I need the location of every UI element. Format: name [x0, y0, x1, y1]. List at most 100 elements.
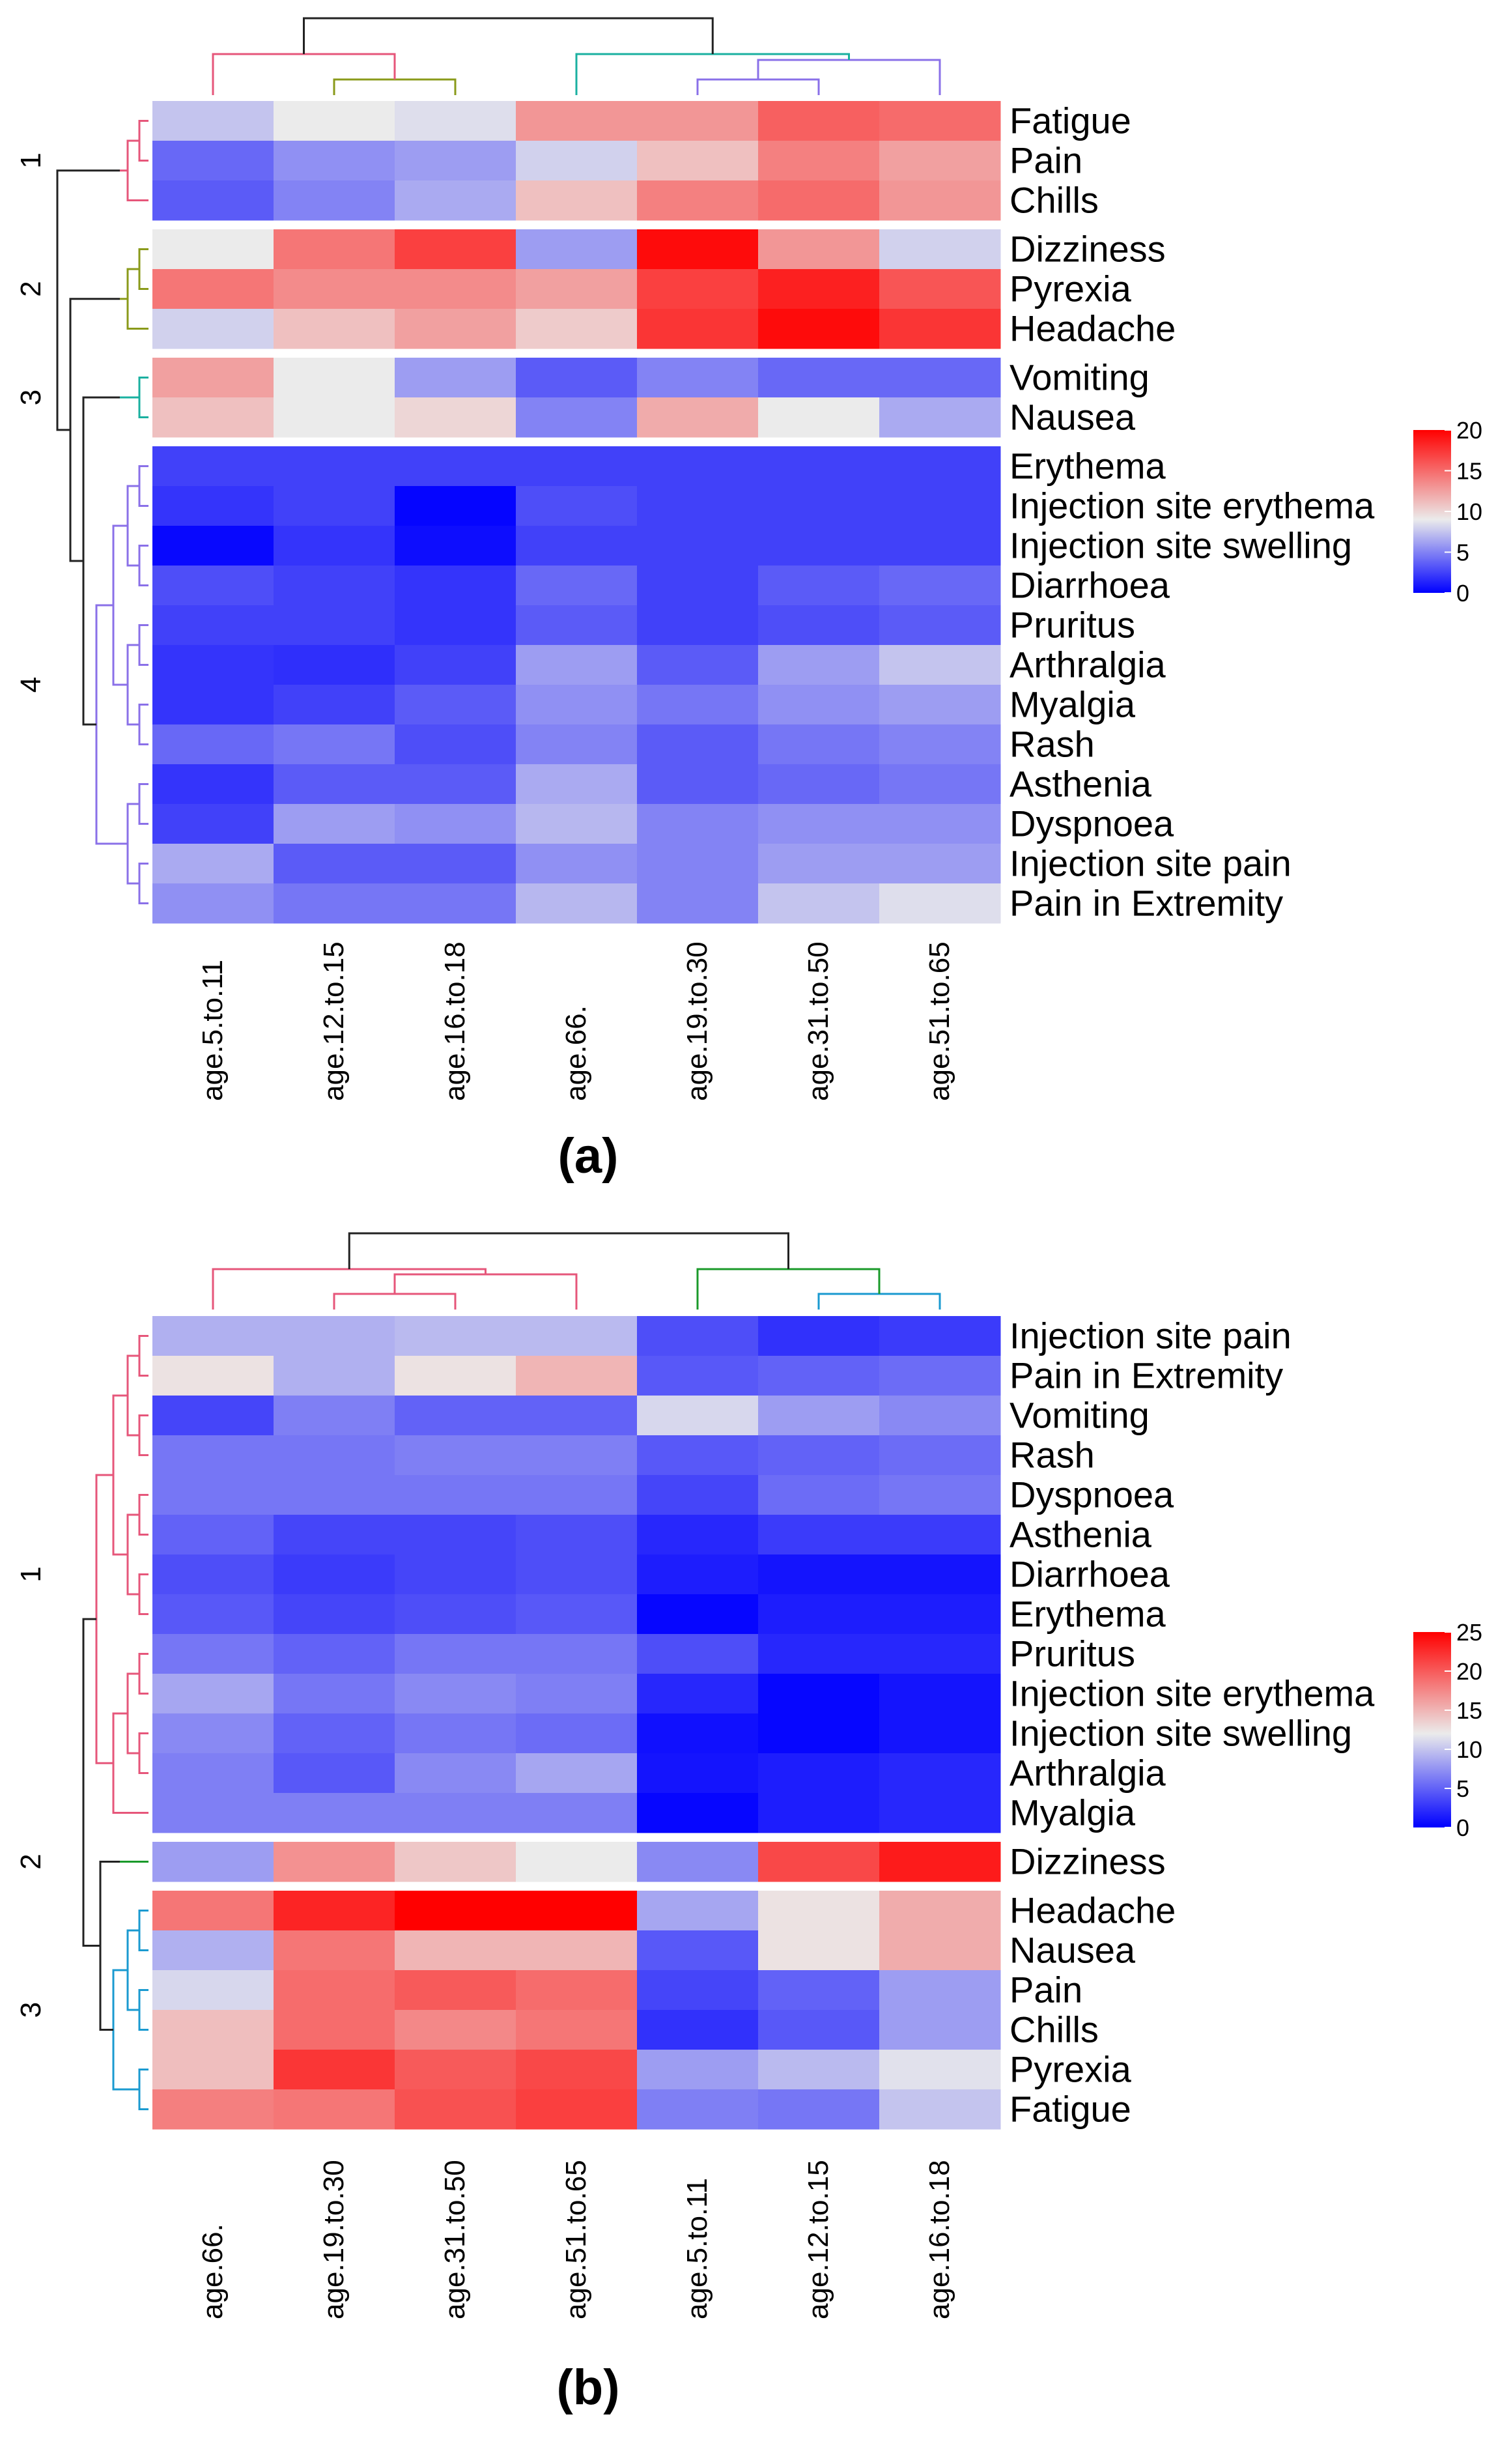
cell-asthenia-age-16-to-18	[879, 1515, 1001, 1555]
cell-dyspnoea-age-31-to-50	[758, 804, 880, 844]
cell-injection-site-erythema-age-5-to-11	[637, 1674, 759, 1714]
cell-dyspnoea-age-51-to-65	[879, 804, 1001, 844]
cell-vomiting-age-19-to-30	[274, 1396, 395, 1436]
cell-dyspnoea-age-16-to-18	[395, 804, 516, 844]
row-label-diarrhoea: Diarrhoea	[1010, 565, 1170, 606]
cell-arthralgia-age-19-to-30	[637, 645, 759, 685]
cell-rash-age-16-to-18	[879, 1435, 1001, 1476]
column-label-age-51-to-65: age.51.to.65	[924, 941, 955, 1101]
row-dendrogram-branch	[138, 377, 148, 418]
row-label-vomiting: Vomiting	[1010, 357, 1150, 398]
cell-pain-in-extremity-age-66	[516, 883, 638, 924]
column-label-age-5-to-11: age.5.to.11	[681, 2178, 713, 2319]
cell-fatigue-age-16-to-18	[395, 101, 516, 141]
column-dendrogram-branch	[757, 59, 941, 95]
cell-chills-age-12-to-15	[758, 2010, 880, 2050]
cell-headache-age-66	[516, 309, 638, 349]
cell-asthenia-age-51-to-65	[879, 764, 1001, 805]
legend-tick-label: 5	[1456, 1775, 1469, 1802]
cell-dizziness-age-12-to-15	[758, 1842, 880, 1882]
cell-injection-site-swelling-age-5-to-11	[152, 526, 274, 566]
cell-arthralgia-age-51-to-65	[516, 1753, 638, 1794]
cell-chills-age-12-to-15	[274, 180, 395, 221]
cell-injection-site-erythema-age-66	[516, 486, 638, 526]
cell-pain-in-extremity-age-5-to-11	[637, 1356, 759, 1396]
cell-diarrhoea-age-66	[152, 1554, 274, 1595]
cell-injection-site-erythema-age-66	[152, 1674, 274, 1714]
row-dendrogram-branch	[126, 268, 148, 330]
row-dendrogram-branch	[112, 524, 128, 686]
cell-dyspnoea-age-51-to-65	[516, 1475, 638, 1515]
legend-tick-label: 0	[1456, 580, 1469, 607]
row-dendrogram-branch	[138, 1494, 148, 1536]
legend-tick-label: 20	[1456, 417, 1482, 444]
column-label-age-66: age.66.	[197, 2224, 229, 2319]
cell-rash-age-31-to-50	[758, 724, 880, 765]
cell-pain-age-5-to-11	[637, 1970, 759, 2011]
row-label-chills: Chills	[1010, 2009, 1099, 2050]
row-dendrogram-branch	[126, 1354, 139, 1437]
cell-asthenia-age-16-to-18	[395, 764, 516, 805]
cell-injection-site-erythema-age-12-to-15	[274, 486, 395, 526]
cell-injection-site-swelling-age-12-to-15	[274, 526, 395, 566]
cell-injection-site-erythema-age-19-to-30	[274, 1674, 395, 1714]
row-label-arthralgia: Arthralgia	[1010, 644, 1166, 685]
cell-injection-site-erythema-age-5-to-11	[152, 486, 274, 526]
row-label-myalgia: Myalgia	[1010, 1792, 1136, 1833]
cell-dizziness-age-16-to-18	[395, 229, 516, 270]
cell-asthenia-age-51-to-65	[516, 1515, 638, 1555]
cell-chills-age-66	[516, 180, 638, 221]
cell-pruritus-age-5-to-11	[152, 605, 274, 646]
cell-erythema-age-31-to-50	[758, 446, 880, 487]
cell-erythema-age-31-to-50	[395, 1594, 516, 1635]
legend-tick-label: 10	[1456, 498, 1482, 525]
cell-diarrhoea-age-16-to-18	[879, 1554, 1001, 1595]
cell-rash-age-66	[152, 1435, 274, 1476]
cell-nausea-age-51-to-65	[516, 1930, 638, 1971]
row-label-nausea: Nausea	[1010, 1930, 1136, 1971]
legend-tick-label: 20	[1456, 1658, 1482, 1685]
cell-asthenia-age-31-to-50	[395, 1515, 516, 1555]
cell-injection-site-swelling-age-66	[516, 526, 638, 566]
row-label-fatigue: Fatigue	[1010, 100, 1131, 141]
cell-erythema-age-16-to-18	[879, 1594, 1001, 1635]
cell-vomiting-age-12-to-15	[274, 358, 395, 398]
row-label-asthenia: Asthenia	[1010, 1514, 1152, 1555]
row-label-chills: Chills	[1010, 180, 1099, 221]
cell-chills-age-51-to-65	[516, 2010, 638, 2050]
heatmap-cells-a	[152, 101, 1001, 924]
cell-erythema-age-19-to-30	[637, 446, 759, 487]
column-label-age-12-to-15: age.12.to.15	[802, 2160, 834, 2319]
cell-injection-site-swelling-age-16-to-18	[879, 1713, 1001, 1754]
cell-pyrexia-age-19-to-30	[637, 269, 759, 309]
cell-pyrexia-age-12-to-15	[274, 269, 395, 309]
cell-dyspnoea-age-5-to-11	[152, 804, 274, 844]
cell-myalgia-age-5-to-11	[637, 1793, 759, 1833]
cell-chills-age-16-to-18	[395, 180, 516, 221]
cell-vomiting-age-16-to-18	[395, 358, 516, 398]
cell-pruritus-age-31-to-50	[758, 605, 880, 646]
column-dendrogram-branch	[333, 1293, 457, 1310]
row-dendrogram-root	[82, 1618, 100, 1947]
cell-pain-in-extremity-age-5-to-11	[152, 883, 274, 924]
cell-headache-age-12-to-15	[274, 309, 395, 349]
cell-nausea-age-5-to-11	[637, 1930, 759, 1971]
cell-fatigue-age-5-to-11	[152, 101, 274, 141]
row-dendrogram-branch	[126, 1513, 139, 1596]
cell-rash-age-12-to-15	[758, 1435, 880, 1476]
cell-vomiting-age-31-to-50	[395, 1396, 516, 1436]
cell-fatigue-age-16-to-18	[879, 2089, 1001, 2130]
cell-erythema-age-5-to-11	[152, 446, 274, 487]
cell-pain-in-extremity-age-51-to-65	[879, 883, 1001, 924]
cell-vomiting-age-51-to-65	[516, 1396, 638, 1436]
cell-rash-age-19-to-30	[637, 724, 759, 765]
cell-headache-age-5-to-11	[637, 1891, 759, 1931]
cell-fatigue-age-31-to-50	[395, 2089, 516, 2130]
cell-dyspnoea-age-16-to-18	[879, 1475, 1001, 1515]
cell-pain-age-31-to-50	[395, 1970, 516, 2011]
cell-pruritus-age-16-to-18	[395, 605, 516, 646]
cell-erythema-age-51-to-65	[516, 1594, 638, 1635]
cell-pain-in-extremity-age-16-to-18	[879, 1356, 1001, 1396]
